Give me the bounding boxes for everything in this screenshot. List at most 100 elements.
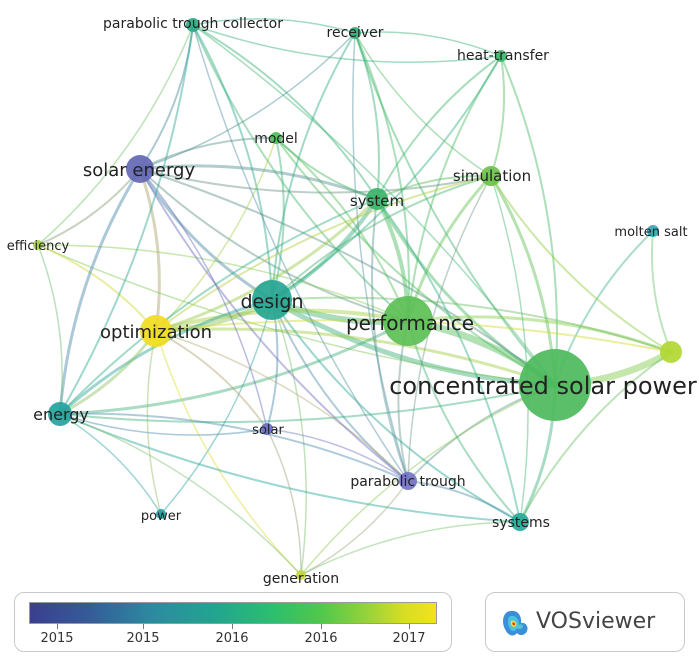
node-energy[interactable] bbox=[48, 402, 72, 426]
node-solar-energy[interactable] bbox=[126, 155, 154, 183]
year-color-scale bbox=[29, 602, 437, 624]
node-unlabeled[interactable] bbox=[660, 341, 682, 363]
edge-system-ptc bbox=[192, 24, 378, 200]
edge-system-parabolic-trough bbox=[371, 198, 409, 482]
edge-receiver-heat-transfer bbox=[354, 31, 502, 57]
edge-optimization-solar bbox=[155, 330, 268, 430]
overlay-legend: 2015 2015 2016 2016 2017 bbox=[14, 592, 452, 652]
edge-system-model bbox=[275, 137, 378, 200]
edge-design-ptc bbox=[192, 24, 273, 301]
scale-tick-label: 2015 bbox=[40, 631, 74, 646]
edge-design-receiver bbox=[271, 32, 356, 301]
edge-systems-unlabeled bbox=[519, 351, 672, 523]
node-efficiency[interactable] bbox=[33, 240, 43, 250]
node-label-csp: concentrated solar power bbox=[389, 372, 697, 400]
edge-csp-receiver bbox=[354, 32, 556, 386]
node-label-design: design bbox=[240, 291, 303, 313]
node-heat-transfer[interactable] bbox=[495, 50, 507, 62]
edge-system-heat-transfer bbox=[376, 55, 502, 200]
scale-tick bbox=[409, 624, 410, 629]
edge-performance-energy bbox=[58, 319, 410, 416]
edge-system-simulation bbox=[376, 174, 492, 200]
edge-performance-systems bbox=[407, 320, 521, 523]
node-power[interactable] bbox=[156, 509, 166, 519]
node-label-simulation: simulation bbox=[453, 167, 531, 185]
edge-energy-power bbox=[59, 413, 162, 515]
node-optimization[interactable] bbox=[140, 315, 172, 347]
edge-optimization-model bbox=[155, 137, 277, 332]
edge-solar-energy-system bbox=[138, 164, 379, 201]
node-label-optimization: optimization bbox=[100, 322, 212, 343]
node-label-generation: generation bbox=[263, 571, 339, 587]
node-layer bbox=[33, 18, 682, 580]
edge-performance-model bbox=[275, 137, 409, 322]
edge-molten-salt-unlabeled bbox=[650, 230, 672, 353]
node-label-systems: systems bbox=[492, 515, 550, 531]
node-molten-salt[interactable] bbox=[647, 225, 659, 237]
edge-optimization-simulation bbox=[155, 175, 492, 332]
node-label-power: power bbox=[141, 509, 182, 524]
edge-energy-system bbox=[59, 198, 378, 415]
edge-performance-ptc bbox=[192, 24, 409, 322]
label-layer: concentrated solar power performance desig… bbox=[7, 16, 697, 587]
scale-tick-label: 2016 bbox=[215, 631, 249, 646]
node-systems[interactable] bbox=[511, 513, 529, 531]
node-design[interactable] bbox=[252, 280, 292, 320]
edge-performance-efficiency bbox=[37, 244, 409, 322]
edge-optimization-system bbox=[154, 197, 379, 333]
node-label-system: system bbox=[350, 192, 404, 210]
node-label-solar: solar bbox=[252, 423, 284, 438]
edge-design-systems bbox=[271, 299, 521, 523]
scale-tick bbox=[143, 624, 144, 629]
edge-solar-energy-parabolic-trough bbox=[139, 168, 409, 482]
edge-energy-parabolic-trough bbox=[59, 412, 409, 482]
node-label-efficiency: efficiency bbox=[7, 239, 70, 254]
node-generation[interactable] bbox=[296, 570, 306, 580]
node-ptc[interactable] bbox=[186, 18, 200, 32]
node-model[interactable] bbox=[270, 132, 282, 144]
edge-simulation-heat-transfer bbox=[490, 55, 506, 177]
node-label-energy: energy bbox=[33, 405, 89, 424]
edge-simulation-receiver bbox=[354, 32, 492, 177]
node-csp[interactable] bbox=[519, 349, 591, 421]
edge-csp-generation bbox=[300, 384, 556, 576]
node-label-solar-energy: solar energy bbox=[83, 160, 196, 181]
edge-csp-optimization bbox=[154, 327, 557, 387]
vosviewer-logo-icon bbox=[503, 611, 528, 636]
edge-systems-generation bbox=[300, 521, 521, 576]
edge-energy-solar bbox=[59, 413, 268, 436]
edge-performance-receiver bbox=[354, 32, 410, 322]
node-label-receiver: receiver bbox=[327, 25, 384, 41]
node-label-heat-transfer: heat-transfer bbox=[457, 48, 549, 64]
edge-energy-generation bbox=[59, 413, 302, 576]
edge-design-generation bbox=[271, 299, 307, 576]
edge-layer bbox=[37, 18, 675, 576]
node-solar[interactable] bbox=[261, 423, 273, 435]
edge-generation-solar bbox=[266, 428, 302, 576]
edge-optimization-efficiency bbox=[37, 244, 157, 332]
edge-ptc-parabolic-trough bbox=[192, 24, 409, 482]
edge-parabolic-trough-generation bbox=[300, 480, 409, 576]
edge-receiver-parabolic-trough bbox=[352, 32, 409, 482]
node-simulation[interactable] bbox=[481, 166, 501, 186]
vosviewer-brand: VOSviewer bbox=[485, 592, 685, 652]
edge-ptc-heat-transfer bbox=[192, 24, 502, 63]
edge-energy-efficiency bbox=[37, 244, 63, 415]
node-system[interactable] bbox=[366, 188, 388, 210]
node-performance[interactable] bbox=[383, 296, 433, 346]
node-label-ptc: parabolic trough collector bbox=[103, 16, 283, 32]
edge-csp-model bbox=[275, 137, 556, 386]
edge-csp-ptc bbox=[192, 24, 556, 386]
scale-tick bbox=[321, 624, 322, 629]
edge-performance-solar-energy bbox=[139, 168, 409, 322]
edge-solar-energy-solar bbox=[139, 168, 268, 430]
edge-solar-energy-simulation bbox=[139, 168, 492, 194]
node-receiver[interactable] bbox=[349, 27, 361, 39]
edge-csp-solar-energy bbox=[139, 168, 556, 386]
edge-performance-unlabeled bbox=[406, 315, 673, 354]
edge-ptc-efficiency bbox=[37, 24, 194, 246]
edge-solar-energy-energy bbox=[58, 167, 142, 416]
node-parabolic-trough[interactable] bbox=[399, 472, 417, 490]
edge-power-optimization bbox=[146, 330, 162, 515]
